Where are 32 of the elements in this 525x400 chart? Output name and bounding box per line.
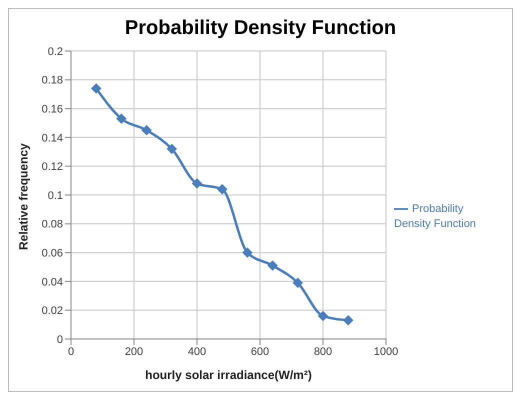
point xyxy=(292,278,303,288)
chart-title: Probability Density Function xyxy=(124,17,398,41)
point xyxy=(318,310,328,321)
y-tick-label: 0 xyxy=(56,334,63,346)
x-tick-label: 400 xyxy=(188,346,206,358)
x-tick-label: 800 xyxy=(314,346,332,358)
x-tick-label: 1000 xyxy=(374,346,398,358)
x-tick-label: 600 xyxy=(250,346,270,358)
x-tick-label: 200 xyxy=(124,346,144,358)
point xyxy=(166,144,177,154)
point xyxy=(242,248,252,258)
y-tick-label: 0.08 xyxy=(42,218,63,231)
y-tick-label: 0.04 xyxy=(42,276,63,288)
point xyxy=(343,315,354,326)
point xyxy=(116,114,126,124)
x-axis-title: hourly solar irradiance(W/m²) xyxy=(145,368,312,382)
y-tick-label: 0.18 xyxy=(42,74,63,87)
y-tick-label: 0.16 xyxy=(42,104,63,116)
legend-label: Probability Density Function xyxy=(394,203,476,230)
y-tick-label: 0.02 xyxy=(42,305,63,318)
y-tick-label: 0.12 xyxy=(42,161,63,174)
y-tick-label: 0.1 xyxy=(48,190,63,202)
y-tick-label: 0.06 xyxy=(42,248,63,260)
point xyxy=(91,83,102,94)
y-tick-label: 0.14 xyxy=(42,132,63,144)
x-tick-label: 0 xyxy=(68,346,74,358)
point xyxy=(192,178,202,188)
point xyxy=(142,125,152,136)
point xyxy=(217,184,228,194)
y-tick-label: 0.2 xyxy=(48,46,63,58)
y-axis-title: Relative frequency xyxy=(16,142,30,250)
point xyxy=(268,260,278,271)
